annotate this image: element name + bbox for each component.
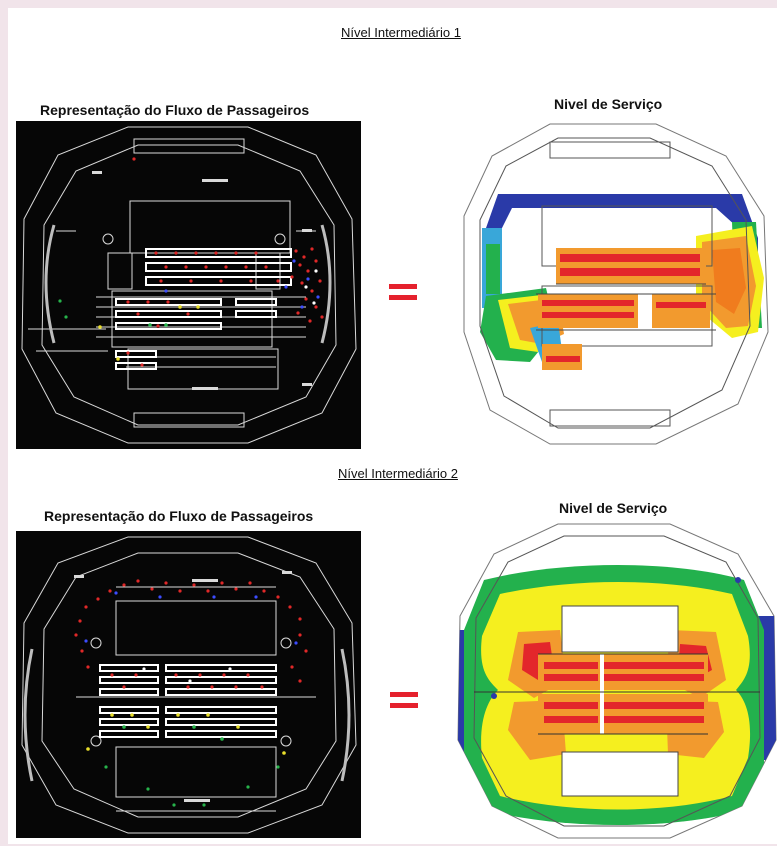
- level-1-passenger-flow-map: [16, 121, 361, 449]
- level-2-service-level-map: [457, 523, 777, 839]
- level-2-passenger-flow-map: [16, 531, 361, 838]
- level-1-service-level-map: [463, 123, 769, 445]
- level-2-flow-heading: Representação do Fluxo de Passageiros: [44, 508, 314, 524]
- level-2-equals-sign: [390, 689, 418, 711]
- level-1-flow-heading: Representação do Fluxo de Passageiros: [40, 102, 310, 118]
- level-1-title: Nível Intermediário 1: [341, 25, 461, 40]
- level-1-service-heading: Nivel de Serviço: [554, 96, 663, 112]
- figure-sheet: Nível Intermediário 1 Representação do F…: [8, 8, 777, 844]
- level-2-service-heading: Nivel de Serviço: [559, 500, 668, 516]
- level-1-equals-sign: [389, 281, 417, 303]
- level-2-title: Nível Intermediário 2: [338, 466, 458, 481]
